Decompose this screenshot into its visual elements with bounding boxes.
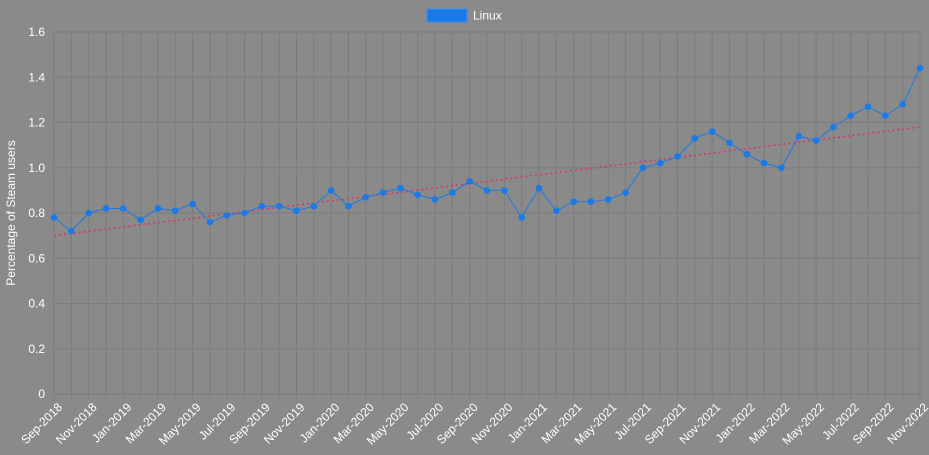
data-point[interactable] bbox=[830, 123, 837, 131]
data-point[interactable] bbox=[171, 207, 179, 215]
legend-swatch-linux[interactable] bbox=[426, 8, 468, 23]
data-point[interactable] bbox=[518, 214, 525, 221]
data-point[interactable] bbox=[68, 227, 75, 235]
data-point[interactable] bbox=[760, 159, 768, 167]
data-point[interactable] bbox=[864, 103, 872, 110]
data-point[interactable] bbox=[587, 198, 595, 205]
data-point[interactable] bbox=[449, 189, 456, 196]
data-point[interactable] bbox=[778, 164, 785, 172]
data-point[interactable] bbox=[726, 139, 733, 147]
y-tick-label: 0.8 bbox=[28, 206, 45, 220]
data-point[interactable] bbox=[916, 64, 924, 72]
y-tick-label: 1.4 bbox=[28, 70, 45, 84]
trend-layer bbox=[53, 126, 921, 237]
data-point[interactable] bbox=[656, 159, 664, 167]
data-point[interactable] bbox=[466, 178, 473, 185]
y-tick-label: 0 bbox=[38, 387, 45, 401]
data-point[interactable] bbox=[189, 200, 196, 208]
y-tick-label: 0.2 bbox=[28, 342, 45, 356]
y-tick-label: 1.6 bbox=[28, 25, 45, 39]
grid-layer bbox=[53, 31, 921, 399]
trendline bbox=[53, 126, 921, 237]
data-point[interactable] bbox=[154, 205, 162, 212]
data-point[interactable] bbox=[882, 112, 889, 120]
data-point[interactable] bbox=[102, 205, 110, 212]
data-point[interactable] bbox=[345, 202, 352, 210]
legend[interactable]: Linux bbox=[426, 8, 502, 23]
y-tick-label: 0.6 bbox=[28, 251, 45, 265]
data-point[interactable] bbox=[327, 187, 335, 194]
data-point[interactable] bbox=[501, 187, 508, 194]
data-point[interactable] bbox=[119, 205, 127, 212]
data-point[interactable] bbox=[414, 191, 422, 199]
legend-label-linux[interactable]: Linux bbox=[473, 9, 502, 23]
data-point[interactable] bbox=[241, 209, 248, 217]
data-point[interactable] bbox=[379, 189, 387, 196]
data-point[interactable] bbox=[50, 214, 58, 221]
axis-layer: 00.20.40.60.81.01.21.41.6Sep-2018Nov-201… bbox=[18, 25, 929, 448]
data-point[interactable] bbox=[708, 128, 716, 135]
data-point[interactable] bbox=[362, 193, 370, 201]
data-point[interactable] bbox=[223, 211, 231, 219]
data-point[interactable] bbox=[743, 150, 751, 158]
y-tick-label: 1.2 bbox=[28, 116, 45, 130]
y-tick-label: 1.0 bbox=[28, 161, 45, 175]
data-point[interactable] bbox=[293, 207, 300, 215]
data-point[interactable] bbox=[206, 218, 214, 226]
data-point[interactable] bbox=[604, 196, 612, 203]
data-point[interactable] bbox=[137, 216, 144, 224]
data-point[interactable] bbox=[812, 137, 820, 144]
data-point[interactable] bbox=[258, 202, 266, 210]
data-point[interactable] bbox=[85, 209, 92, 217]
data-point[interactable] bbox=[397, 184, 404, 192]
data-point[interactable] bbox=[847, 112, 855, 120]
data-point[interactable] bbox=[795, 132, 803, 140]
data-point[interactable] bbox=[691, 135, 699, 142]
y-tick-label: 0.4 bbox=[28, 297, 45, 311]
data-point[interactable] bbox=[552, 207, 560, 215]
data-point[interactable] bbox=[275, 202, 283, 210]
data-point[interactable] bbox=[899, 101, 906, 108]
data-point[interactable] bbox=[535, 184, 543, 192]
data-point[interactable] bbox=[570, 198, 577, 205]
series-layer bbox=[50, 64, 924, 235]
data-point[interactable] bbox=[431, 196, 439, 203]
data-point[interactable] bbox=[674, 153, 681, 160]
data-point[interactable] bbox=[622, 189, 629, 196]
data-point[interactable] bbox=[639, 164, 647, 172]
data-point[interactable] bbox=[310, 202, 318, 210]
y-axis-title: Percentage of Steam users bbox=[4, 140, 18, 285]
data-point[interactable] bbox=[483, 187, 491, 194]
